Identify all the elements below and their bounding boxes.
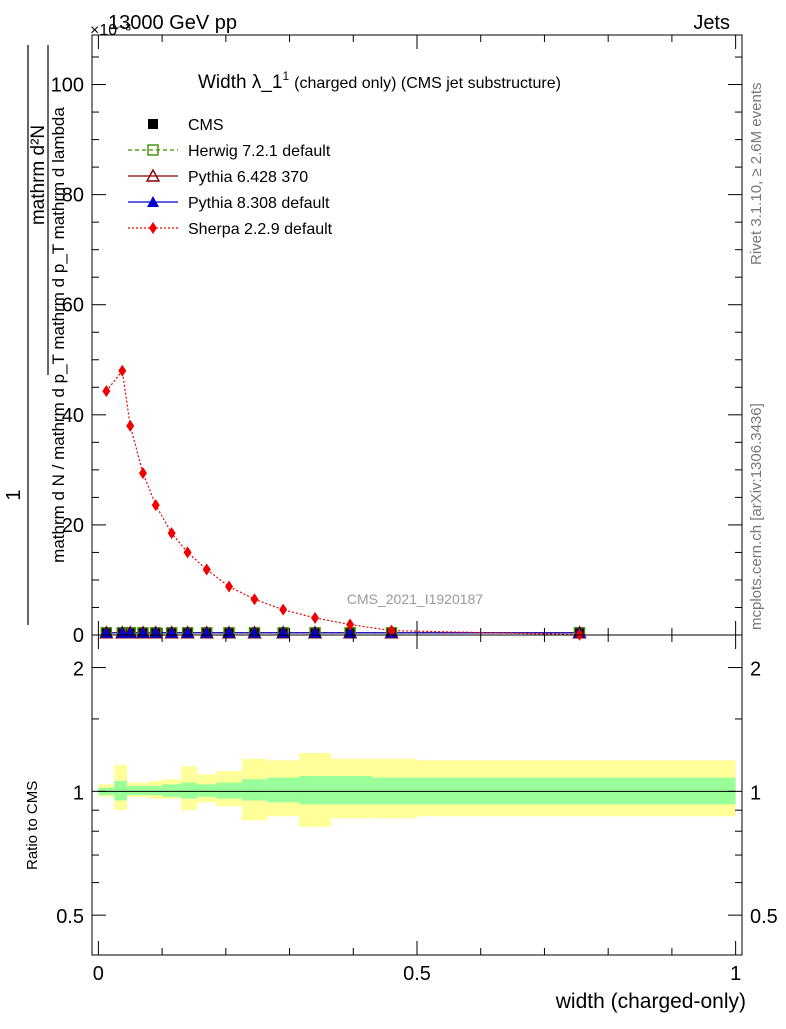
main-ytick-label: 20	[62, 515, 84, 537]
stat-band	[136, 786, 150, 795]
mcplots-label: mcplots.cern.ch [arXiv:1306.3436]	[748, 403, 765, 630]
ratio-ytick-label: 2	[73, 659, 84, 681]
series-point	[151, 499, 160, 512]
legend: CMS Herwig 7.2.1 default Pythia 6.428 370 P…	[128, 117, 333, 238]
main-ytick-label: 60	[62, 295, 84, 317]
stat-band	[181, 782, 198, 799]
main-ytick-label: 0	[73, 625, 84, 647]
legend-marker	[149, 222, 157, 234]
stat-band	[197, 784, 217, 797]
ratio-panel: 0.5 0.5 1 1 2 2 0 0.5 1	[56, 634, 778, 985]
series-point	[250, 593, 259, 606]
main-ytick-label: 40	[62, 405, 84, 427]
series-point	[279, 603, 288, 616]
ratio-xtick-label: 1	[730, 963, 741, 985]
ratio-xtick-label: 0.5	[403, 963, 431, 985]
series-point	[167, 527, 176, 540]
stat-band	[149, 786, 163, 795]
ratio-ytick-label-right: 0.5	[750, 906, 778, 928]
legend-marker	[145, 168, 161, 182]
series-point	[346, 618, 355, 631]
stat-band	[127, 786, 137, 795]
stat-band	[216, 782, 242, 799]
series-point	[118, 364, 127, 377]
series-point	[387, 624, 396, 637]
ylabel-numerator: mathrm d²N	[28, 125, 49, 225]
header-left-label: 13000 GeV pp	[108, 12, 237, 34]
chart-title-main: Width λ_1	[198, 72, 282, 93]
legend-entry: Pythia 8.308 default	[128, 195, 330, 212]
chart-title: Width λ_11 (charged only) (CMS jet substr…	[198, 69, 561, 93]
legend-label: Sherpa 2.2.9 default	[188, 221, 333, 238]
series-point	[102, 385, 111, 398]
analysis-watermark: CMS_2021_I1920187	[347, 591, 483, 607]
series-point	[202, 563, 211, 576]
main-ytick-label: 80	[62, 185, 84, 207]
legend-label: Pythia 8.308 default	[188, 195, 330, 212]
stat-band	[114, 780, 128, 801]
series-point	[138, 467, 147, 480]
header-right-label: Jets	[693, 12, 730, 34]
stat-band	[330, 775, 373, 805]
series-point	[311, 611, 320, 624]
legend-label: Pythia 6.428 370	[188, 169, 308, 186]
chart-title-rest: (charged only) (CMS jet substructure)	[294, 75, 561, 92]
ratio-xlabel: width (charged-only)	[555, 990, 746, 1013]
legend-marker	[148, 119, 158, 129]
ratio-ylabel: Ratio to CMS	[24, 781, 41, 870]
ratio-ytick-label-right: 1	[750, 782, 761, 804]
main-ylabel: 1 mathrm d²N mathrm d N / mathrm d p_T m…	[3, 45, 68, 625]
ratio-ytick-label: 1	[73, 782, 84, 804]
series-point	[183, 546, 192, 559]
ylabel-one: 1	[3, 489, 25, 500]
stat-band	[162, 784, 182, 797]
main-ytick-label: 100	[51, 75, 84, 97]
stat-band	[241, 779, 268, 801]
legend-label: Herwig 7.2.1 default	[188, 143, 331, 160]
series-line	[105, 369, 580, 636]
rivet-version-label: Rivet 3.1.10, ≥ 2.6M events	[748, 83, 765, 266]
stat-band	[267, 777, 300, 803]
legend-entry: Pythia 6.428 370	[128, 168, 308, 186]
main-panel: 0 20 40 60 80 100	[51, 34, 743, 647]
header-exponent: ×10⁻³	[90, 22, 132, 39]
ylabel-denominator: mathrm d N / mathrm d p_T mathrm d p_T m…	[49, 107, 68, 563]
series-point	[225, 580, 234, 593]
legend-entry: Sherpa 2.2.9 default	[128, 221, 333, 238]
ratio-ytick-label-right: 2	[750, 659, 761, 681]
legend-entry: CMS	[148, 117, 224, 134]
stat-band	[299, 775, 331, 805]
chart-title-sup: 1	[282, 69, 289, 83]
series-point	[126, 419, 135, 432]
legend-marker	[147, 196, 159, 207]
ratio-ytick-label: 0.5	[56, 906, 84, 928]
legend-marker	[147, 144, 159, 156]
legend-entry: Herwig 7.2.1 default	[128, 143, 331, 160]
ratio-xtick-label: 0	[93, 963, 104, 985]
legend-label: CMS	[188, 117, 224, 134]
